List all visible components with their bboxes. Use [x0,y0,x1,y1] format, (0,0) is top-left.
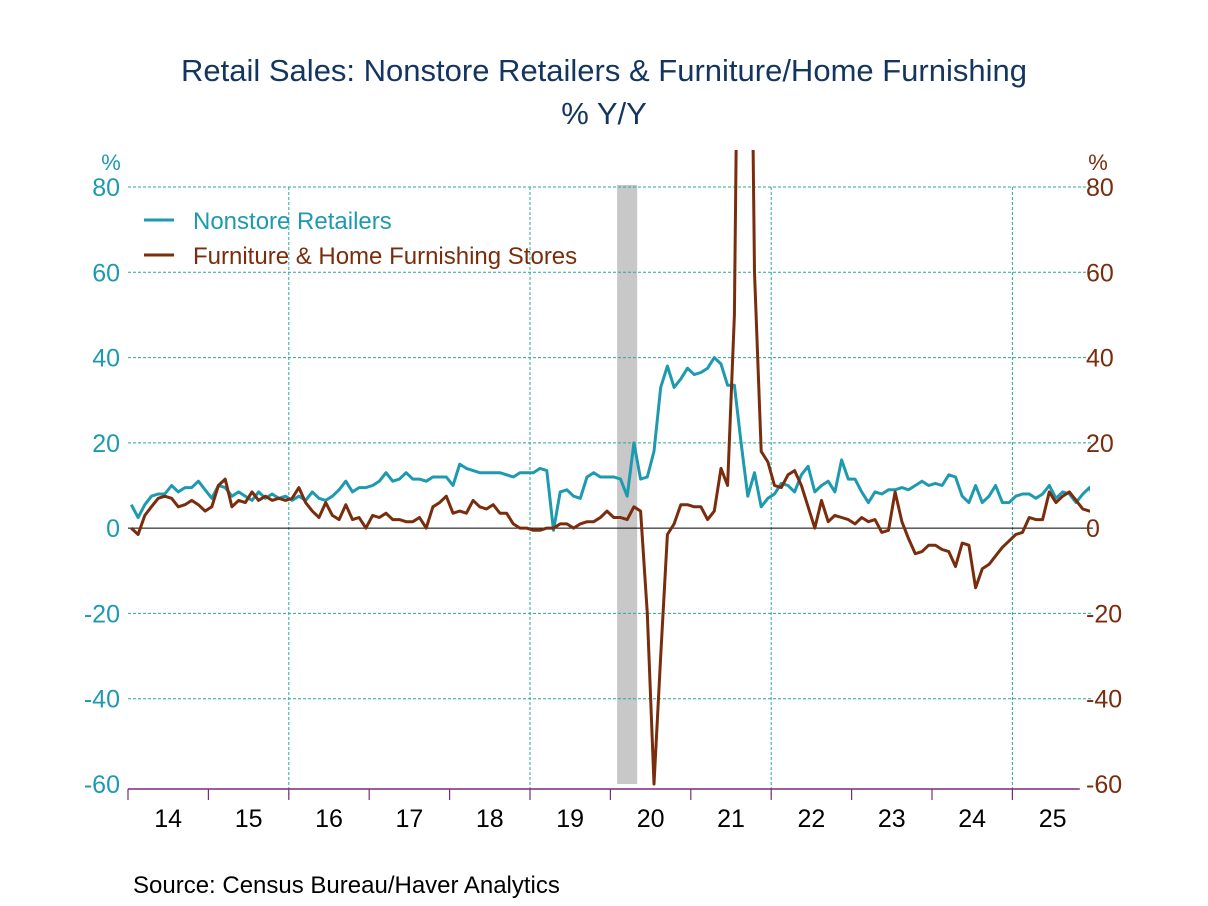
gridlines [128,186,1093,798]
x-tick-label: 18 [476,805,504,833]
x-tick-label: 16 [315,805,343,833]
legend-label: Furniture & Home Furnishing Stores [193,243,577,270]
left-tick-label: 0 [106,515,120,543]
left-tick-label: 60 [92,259,120,287]
legend-label: Nonstore Retailers [193,208,392,235]
right-tick-label: 0 [1086,515,1100,543]
x-tick-label: 17 [395,805,423,833]
source-note: Source: Census Bureau/Haver Analytics [133,872,560,899]
series-line-nonstore-retailers [129,356,1090,532]
x-tick-label: 24 [958,805,986,833]
x-tick-label: 15 [235,805,263,833]
x-tick-label: 21 [717,805,745,833]
right-axis-unit: % [1088,150,1108,175]
left-tick-label: -40 [84,686,120,714]
left-tick-label: -20 [84,600,120,628]
chart-subtitle: % Y/Y [561,96,647,131]
left-tick-label: 20 [92,430,120,458]
left-tick-label: 40 [92,345,120,373]
legend: Nonstore Retailers Furniture & Home Furni… [144,208,577,270]
right-tick-label: 40 [1086,345,1114,373]
recession-shading [617,185,638,784]
x-tick-label: 19 [556,805,584,833]
right-tick-label: 20 [1086,430,1114,458]
series-line-furniture-home-furnishing [130,150,1090,786]
right-tick-label: 80 [1086,174,1114,202]
right-tick-label: 60 [1086,259,1114,287]
left-axis-unit: % [101,150,121,175]
right-tick-label: -60 [1086,771,1122,799]
series-lines [129,150,1090,786]
left-tick-label: 80 [92,174,120,202]
right-tick-label: -40 [1086,686,1122,714]
x-tick-label: 14 [154,805,182,833]
right-axis: %80 60 40 20 0 -20 -40 -60 [1086,150,1122,799]
x-tick-label: 25 [1039,805,1067,833]
left-tick-label: -60 [84,771,120,799]
x-tick-label: 23 [878,805,906,833]
chart-title: Retail Sales: Nonstore Retailers & Furni… [181,53,1027,88]
left-axis: %80 60 40 20 0 -20 -40 -60 [84,150,121,799]
x-axis: 14 15 16 17 18 19 20 21 22 23 24 25 [127,788,1080,833]
recession-bar [617,185,638,784]
right-tick-label: -20 [1086,600,1122,628]
x-tick-label: 20 [637,805,665,833]
x-tick-label: 22 [797,805,825,833]
